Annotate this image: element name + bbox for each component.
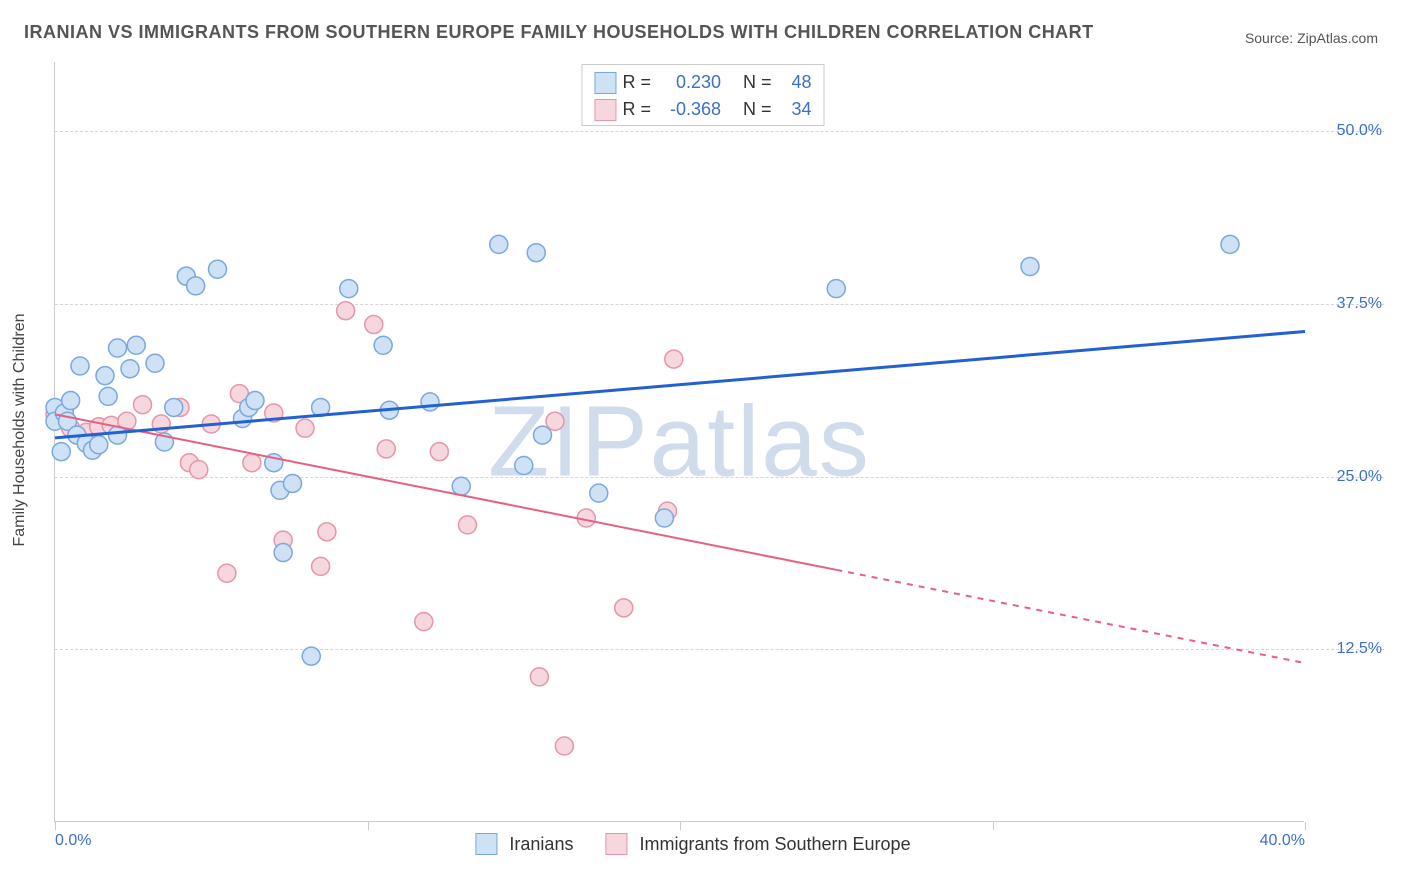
- n-label-b: N =: [743, 96, 772, 123]
- point-b: [415, 613, 433, 631]
- n-value-b: 34: [778, 96, 812, 123]
- point-b: [665, 350, 683, 368]
- regline-b-solid: [55, 414, 836, 569]
- bottom-label-1: Immigrants from Southern Europe: [639, 834, 910, 855]
- x-tick: [993, 822, 994, 830]
- n-value-a: 48: [778, 69, 812, 96]
- y-tick-label: 37.5%: [1337, 295, 1382, 313]
- point-a: [374, 336, 392, 354]
- x-tick: [368, 822, 369, 830]
- bottom-swatch-1: [605, 833, 627, 855]
- point-a: [421, 393, 439, 411]
- r-value-a: 0.230: [657, 69, 721, 96]
- point-b: [218, 564, 236, 582]
- point-b: [296, 419, 314, 437]
- point-b: [190, 461, 208, 479]
- bottom-label-0: Iranians: [509, 834, 573, 855]
- point-a: [590, 484, 608, 502]
- r-label-a: R =: [622, 69, 651, 96]
- n-label-a: N =: [743, 69, 772, 96]
- point-a: [527, 244, 545, 262]
- regline-b-dashed: [836, 570, 1305, 663]
- point-a: [1221, 235, 1239, 253]
- point-a: [71, 357, 89, 375]
- point-a: [1021, 258, 1039, 276]
- point-a: [187, 277, 205, 295]
- y-tick-label: 50.0%: [1337, 122, 1382, 140]
- point-b: [555, 737, 573, 755]
- point-a: [99, 387, 117, 405]
- y-axis-title: Family Households with Children: [11, 314, 29, 547]
- r-value-b: -0.368: [657, 96, 721, 123]
- bottom-swatch-0: [475, 833, 497, 855]
- point-a: [52, 443, 70, 461]
- point-b: [530, 668, 548, 686]
- point-a: [534, 426, 552, 444]
- point-b: [459, 516, 477, 534]
- x-tick: [680, 822, 681, 830]
- swatch-a: [594, 72, 616, 94]
- point-b: [365, 316, 383, 334]
- point-b: [134, 396, 152, 414]
- bottom-legend: Iranians Immigrants from Southern Europe: [475, 833, 930, 855]
- x-tick-label: 40.0%: [1260, 832, 1305, 850]
- point-a: [655, 509, 673, 527]
- stats-row-b: R = -0.368 N = 34: [594, 96, 811, 123]
- chart-title: IRANIAN VS IMMIGRANTS FROM SOUTHERN EURO…: [24, 22, 1094, 43]
- swatch-b: [594, 99, 616, 121]
- point-a: [274, 544, 292, 562]
- stats-row-a: R = 0.230 N = 48: [594, 69, 811, 96]
- point-a: [452, 477, 470, 495]
- point-a: [284, 474, 302, 492]
- y-tick-label: 12.5%: [1337, 640, 1382, 658]
- point-a: [302, 647, 320, 665]
- point-a: [127, 336, 145, 354]
- point-a: [165, 398, 183, 416]
- point-a: [146, 354, 164, 372]
- r-label-b: R =: [622, 96, 651, 123]
- point-a: [246, 392, 264, 410]
- point-a: [490, 235, 508, 253]
- point-a: [109, 339, 127, 357]
- point-a: [827, 280, 845, 298]
- point-a: [121, 360, 139, 378]
- point-a: [340, 280, 358, 298]
- point-b: [337, 302, 355, 320]
- point-b: [318, 523, 336, 541]
- point-b: [312, 557, 330, 575]
- point-a: [62, 392, 80, 410]
- y-tick-label: 25.0%: [1337, 468, 1382, 486]
- x-tick: [1305, 822, 1306, 830]
- point-b: [430, 443, 448, 461]
- point-b: [615, 599, 633, 617]
- chart-svg: [55, 62, 1304, 821]
- plot-area: ZIPatlas 12.5%25.0%37.5%50.0%0.0%40.0%: [54, 62, 1304, 822]
- x-tick-label: 0.0%: [55, 832, 91, 850]
- stats-legend: R = 0.230 N = 48 R = -0.368 N = 34: [581, 64, 824, 126]
- point-b: [243, 454, 261, 472]
- point-a: [515, 456, 533, 474]
- x-tick: [55, 822, 56, 830]
- point-a: [209, 260, 227, 278]
- point-a: [96, 367, 114, 385]
- source-label: Source: ZipAtlas.com: [1245, 30, 1378, 46]
- point-b: [377, 440, 395, 458]
- point-a: [90, 436, 108, 454]
